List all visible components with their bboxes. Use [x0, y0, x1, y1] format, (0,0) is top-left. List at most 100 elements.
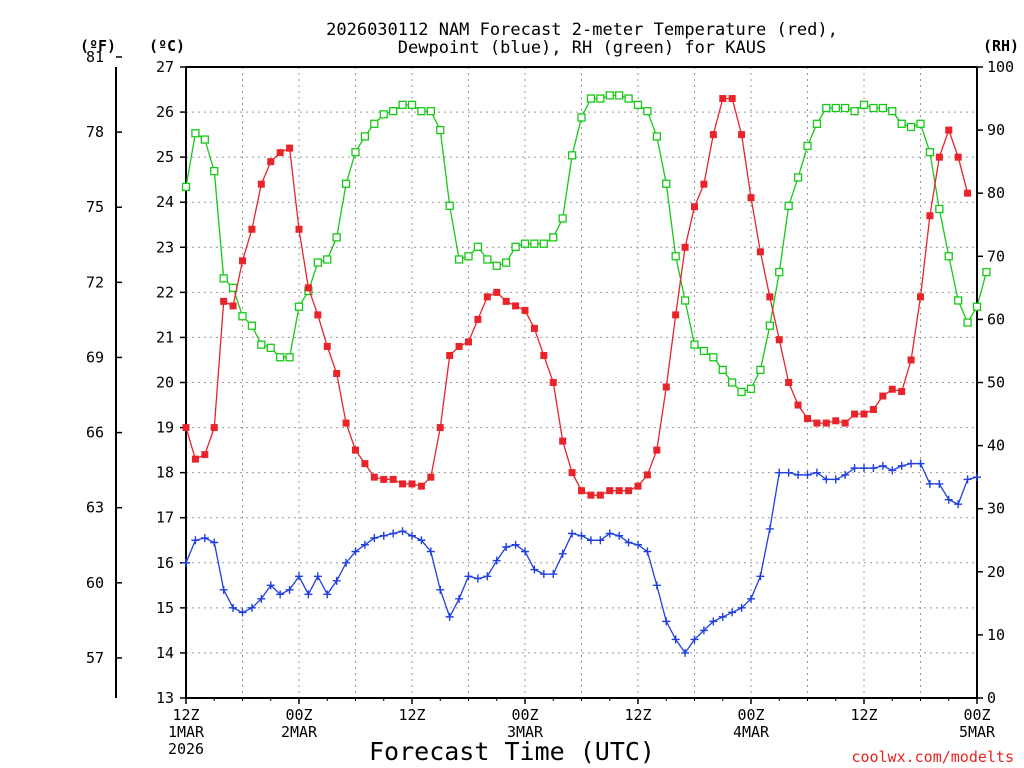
rh-point [793, 173, 803, 182]
celsius-tick-label: 18 [156, 464, 174, 482]
rh-point [916, 119, 925, 128]
tick-labels: 13 14 15 16 17 18 19 20 21 22 23 24 25 26 27 57 60 63 66 69… [86, 48, 1014, 758]
temperature-point [446, 351, 454, 359]
dewpoint-point [549, 570, 558, 579]
temperature-point [804, 415, 811, 423]
temperature-point [568, 469, 576, 477]
temperature-point [728, 95, 736, 103]
dewpoint-point [483, 572, 492, 581]
temperature-point [907, 356, 915, 364]
rh-point [276, 353, 285, 362]
rh-point [351, 148, 360, 157]
dewpoint-point [878, 461, 887, 470]
temperature-point [860, 410, 868, 418]
temperature-point [945, 126, 953, 134]
rh-point [398, 100, 407, 110]
x-tick-label: 00Z [511, 706, 538, 724]
rh-point [643, 107, 652, 116]
dewpoint-point [304, 590, 313, 599]
rh-point [972, 302, 982, 311]
rh-point [219, 274, 228, 283]
dewpoint-point [238, 608, 247, 617]
temperature-point [229, 302, 237, 310]
rh-point [850, 107, 859, 116]
dewpoint-point [417, 536, 426, 545]
dewpoint-point [652, 581, 661, 590]
celsius-tick-label: 23 [156, 238, 174, 256]
rh-point [746, 384, 756, 393]
rh-tick-label: 60 [987, 310, 1005, 328]
rh-point [737, 387, 746, 397]
celsius-unit-label: (ºC) [149, 37, 185, 55]
rh-point [389, 107, 398, 116]
rh-point [454, 255, 464, 264]
temperature-point [493, 288, 501, 296]
fahrenheit-tick-label: 63 [86, 499, 104, 517]
rh-point [935, 204, 944, 214]
dewpoint-point [671, 635, 680, 644]
temperature-point [643, 471, 651, 479]
dewpoint-point [539, 570, 548, 579]
temperature-line [185, 97, 969, 496]
temperature-point [775, 336, 783, 344]
temperature-point [898, 388, 906, 396]
rh-point [765, 321, 774, 330]
temperature-point [408, 480, 416, 488]
dewpoint-point [784, 468, 793, 477]
rh-point [530, 239, 539, 248]
temperature-point [653, 446, 661, 454]
temperature-point [691, 203, 698, 211]
temperature-point [502, 297, 510, 305]
rh-point [464, 252, 473, 261]
dewpoint-point [699, 626, 708, 635]
temperature-point [352, 446, 359, 454]
dewpoint-point [473, 574, 482, 583]
dewpoint-point [182, 558, 190, 567]
rh-point [944, 252, 953, 261]
temperature-point [709, 131, 717, 139]
dewpoint-point [831, 475, 840, 484]
rh-tick-label: 80 [987, 184, 1005, 202]
rh-tick-label: 90 [987, 121, 1005, 139]
dewpoint-point [323, 590, 332, 599]
dewpoint-point [351, 547, 360, 556]
dewpoint-point [455, 594, 464, 603]
chart-title-line1: 2026030112 NAM Forecast 2-meter Temperat… [326, 20, 838, 40]
rh-point [492, 261, 501, 270]
x-tick-label: 4MAR [733, 723, 770, 741]
dewpoint-point [530, 565, 539, 574]
dewpoint-point [229, 603, 238, 612]
temperature-point [512, 302, 520, 310]
temperature-point [399, 480, 407, 488]
temperature-point [851, 410, 859, 418]
fahrenheit-tick-label: 57 [86, 649, 104, 667]
dewpoint-point [360, 540, 369, 549]
celsius-tick-label: 24 [156, 193, 174, 211]
temperature-point [606, 487, 614, 495]
temperature-point [879, 392, 887, 400]
rh-point [690, 340, 699, 349]
chart-title-line2: Dewpoint (blue), RH (green) for KAUS [398, 38, 766, 58]
temperature-point [578, 487, 585, 495]
rh-point [624, 94, 633, 103]
rh-point [878, 103, 887, 113]
rh-tick-label: 40 [987, 437, 1005, 455]
dewpoint-point [426, 547, 435, 556]
rh-point [407, 100, 417, 110]
rh-point [756, 365, 765, 375]
dewpoint-point [445, 612, 454, 621]
temperature-point [888, 385, 896, 393]
dewpoint-point [389, 529, 398, 538]
dewpoint-point [756, 572, 765, 581]
fahrenheit-tick-label: 72 [86, 273, 104, 291]
rh-point [341, 179, 351, 188]
temperature-point [248, 225, 256, 233]
dewpoint-point [200, 533, 209, 542]
dewpoint-point [794, 470, 803, 479]
dewpoint-point [728, 608, 737, 617]
temperature-point [304, 284, 312, 292]
dewpoint-point [313, 572, 322, 581]
temperature-point [841, 419, 849, 427]
dewpoint-point [285, 585, 294, 594]
